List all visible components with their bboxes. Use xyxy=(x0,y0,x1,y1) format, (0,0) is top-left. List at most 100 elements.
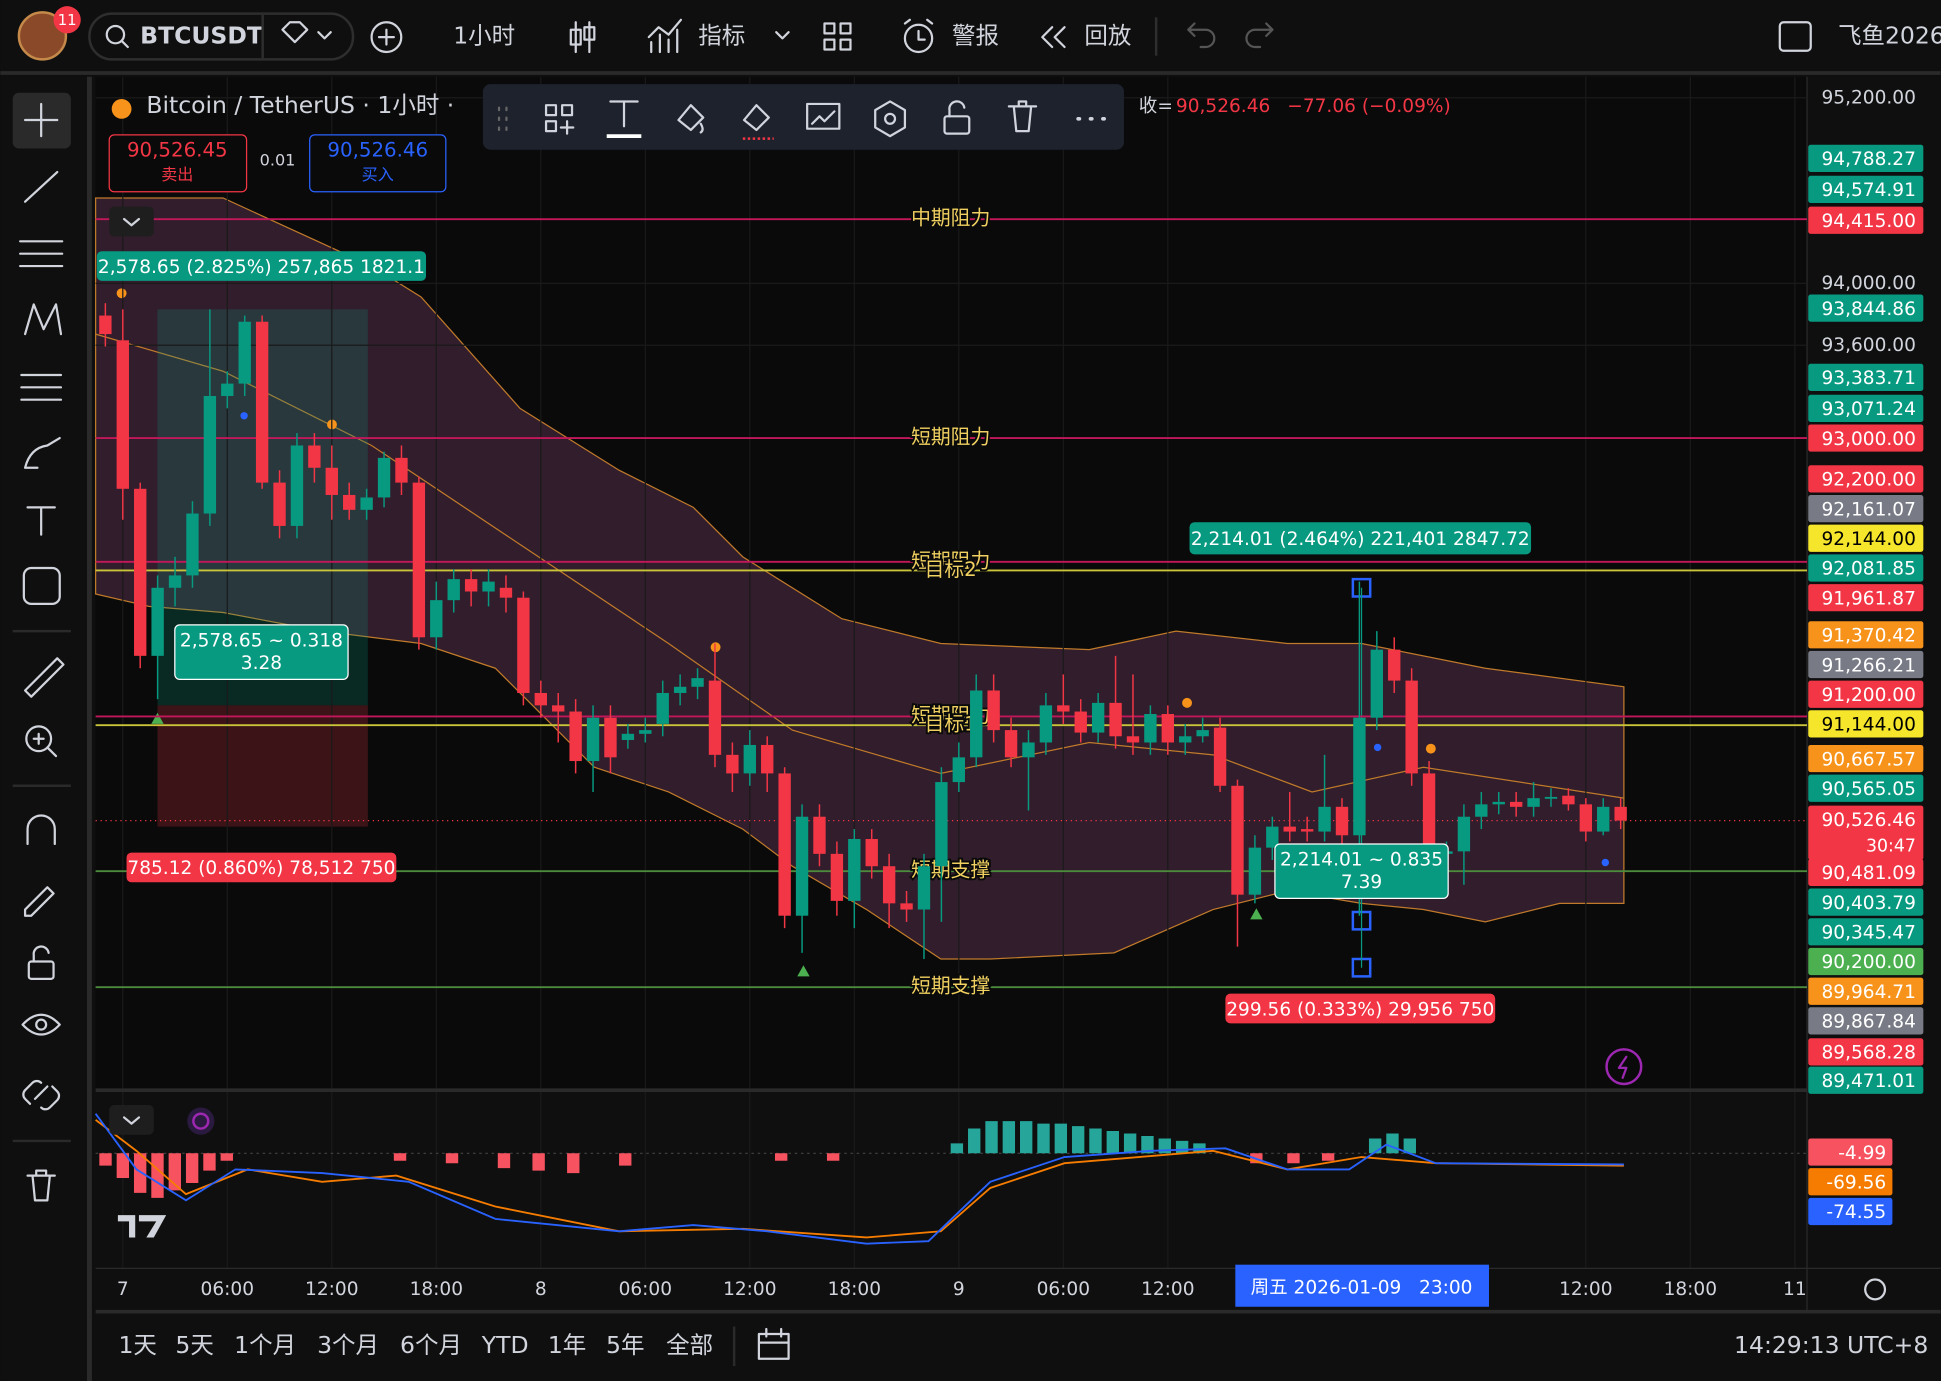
candle-body xyxy=(1126,736,1140,743)
avatar[interactable] xyxy=(17,11,68,61)
diamond-icon[interactable] xyxy=(281,21,309,44)
replay-icon[interactable] xyxy=(1041,26,1066,49)
redo-icon[interactable] xyxy=(1245,22,1274,49)
price-badge xyxy=(1808,977,1924,1005)
candle-body xyxy=(1248,847,1262,895)
buy-price[interactable]: 90,526.46 xyxy=(327,138,428,161)
pattern-tool[interactable] xyxy=(23,303,63,336)
price-badge-text: 94,788.27 xyxy=(1822,149,1916,170)
candle-body xyxy=(1091,702,1105,733)
settings-icon[interactable] xyxy=(1864,1278,1887,1301)
signal-dot xyxy=(1373,743,1382,752)
user-name[interactable]: 飞鱼2026 xyxy=(1838,22,1941,50)
price-badge xyxy=(1808,465,1924,493)
price-badge-text: 92,081.85 xyxy=(1822,559,1916,580)
text-tool[interactable] xyxy=(26,506,56,536)
fib-tool[interactable] xyxy=(19,240,64,268)
notification-badge xyxy=(53,6,81,34)
alerts[interactable]: 警报 xyxy=(952,22,999,50)
date-range-icon[interactable] xyxy=(757,1327,790,1360)
symbol-search[interactable] xyxy=(88,12,355,61)
settings-icon[interactable] xyxy=(874,100,907,138)
drawing-toolbar[interactable] xyxy=(482,84,1124,150)
interval[interactable]: 1小时 xyxy=(453,22,515,50)
collapse-button[interactable] xyxy=(109,206,154,237)
symbol[interactable]: BTCUSDT xyxy=(140,22,263,50)
sell-price[interactable]: 90,526.45 xyxy=(127,138,228,161)
indicators[interactable]: 指标 xyxy=(698,22,745,50)
price-badge-text: 91,370.42 xyxy=(1822,626,1916,647)
candle-body xyxy=(743,744,756,774)
undo-icon[interactable] xyxy=(1187,22,1216,49)
chevron[interactable] xyxy=(317,31,332,40)
chart-icon[interactable] xyxy=(806,102,841,130)
candle-body xyxy=(1231,785,1244,895)
handle[interactable] xyxy=(1351,577,1372,978)
macd-pane xyxy=(94,1048,1808,1245)
visibility-tool[interactable] xyxy=(21,1013,61,1036)
lock-draw-tool[interactable] xyxy=(23,886,55,917)
candle-body xyxy=(621,733,635,740)
text-color-icon[interactable] xyxy=(609,100,639,128)
alert-icon[interactable] xyxy=(903,23,934,54)
replay[interactable]: 回放 xyxy=(1084,22,1131,50)
level-label: 短期阻力 xyxy=(911,549,990,572)
x-tick-label: 7 xyxy=(117,1279,129,1300)
border-icon[interactable] xyxy=(742,104,770,132)
range-button[interactable]: 6个月 xyxy=(400,1331,462,1359)
ruler-tool[interactable] xyxy=(23,657,65,698)
candle-body xyxy=(795,816,809,916)
range-button[interactable]: 5年 xyxy=(606,1331,644,1359)
buy-button[interactable] xyxy=(309,134,447,193)
candle-body xyxy=(1492,801,1505,805)
chart-type-icon[interactable] xyxy=(569,21,596,54)
add-icon xyxy=(377,28,395,46)
fill-icon[interactable] xyxy=(677,104,705,134)
link-tool[interactable] xyxy=(22,1079,61,1111)
price-badge xyxy=(1808,1007,1924,1035)
window-icon[interactable] xyxy=(1778,21,1812,52)
collapse-button[interactable] xyxy=(109,1105,154,1135)
coin-icon xyxy=(111,98,132,119)
signal-dot xyxy=(240,412,248,420)
range-button[interactable]: 1天 xyxy=(118,1331,156,1359)
notification-count: 11 xyxy=(58,12,77,29)
candle-body xyxy=(464,579,478,592)
pane-bg xyxy=(95,76,1808,1089)
chevron[interactable] xyxy=(775,31,790,40)
candle-body xyxy=(517,597,530,693)
range-button[interactable]: 3个月 xyxy=(317,1331,379,1359)
lock-icon[interactable] xyxy=(943,115,971,135)
indicators-icon[interactable] xyxy=(647,18,683,54)
sell-button[interactable] xyxy=(108,134,248,193)
sync-icon[interactable] xyxy=(187,1107,215,1135)
range-button[interactable]: 5天 xyxy=(175,1331,213,1359)
sell-label[interactable]: 卖出 xyxy=(161,165,193,184)
candle-body xyxy=(1579,804,1593,832)
brush-tool[interactable] xyxy=(23,436,61,469)
lightning-button[interactable] xyxy=(1605,1048,1643,1086)
crosshair-tool[interactable] xyxy=(23,102,59,138)
price-badge xyxy=(1808,524,1924,552)
prediction-tool[interactable] xyxy=(20,373,63,401)
trend-line-tool[interactable] xyxy=(23,170,59,203)
icon-tool[interactable] xyxy=(22,566,61,605)
magnet-tool[interactable] xyxy=(26,814,56,846)
layout-icon[interactable] xyxy=(823,22,852,51)
drag-handle[interactable] xyxy=(497,106,508,132)
template-icon[interactable] xyxy=(544,104,575,135)
range-button[interactable]: 1年 xyxy=(548,1331,586,1359)
delete-tool[interactable] xyxy=(26,1169,56,1202)
indicator-badge xyxy=(1808,1168,1893,1196)
range-button[interactable]: 全部 xyxy=(666,1331,713,1359)
add-icon[interactable] xyxy=(370,21,403,54)
lock-tool[interactable] xyxy=(27,960,55,980)
zoom-tool[interactable] xyxy=(25,725,53,753)
buy-label[interactable]: 买入 xyxy=(362,165,394,184)
range-button[interactable]: YTD xyxy=(481,1331,529,1359)
candle-body xyxy=(726,754,739,774)
range-button[interactable]: 1个月 xyxy=(234,1331,296,1359)
price-badge xyxy=(1808,744,1924,773)
delete-icon[interactable] xyxy=(1007,100,1038,133)
